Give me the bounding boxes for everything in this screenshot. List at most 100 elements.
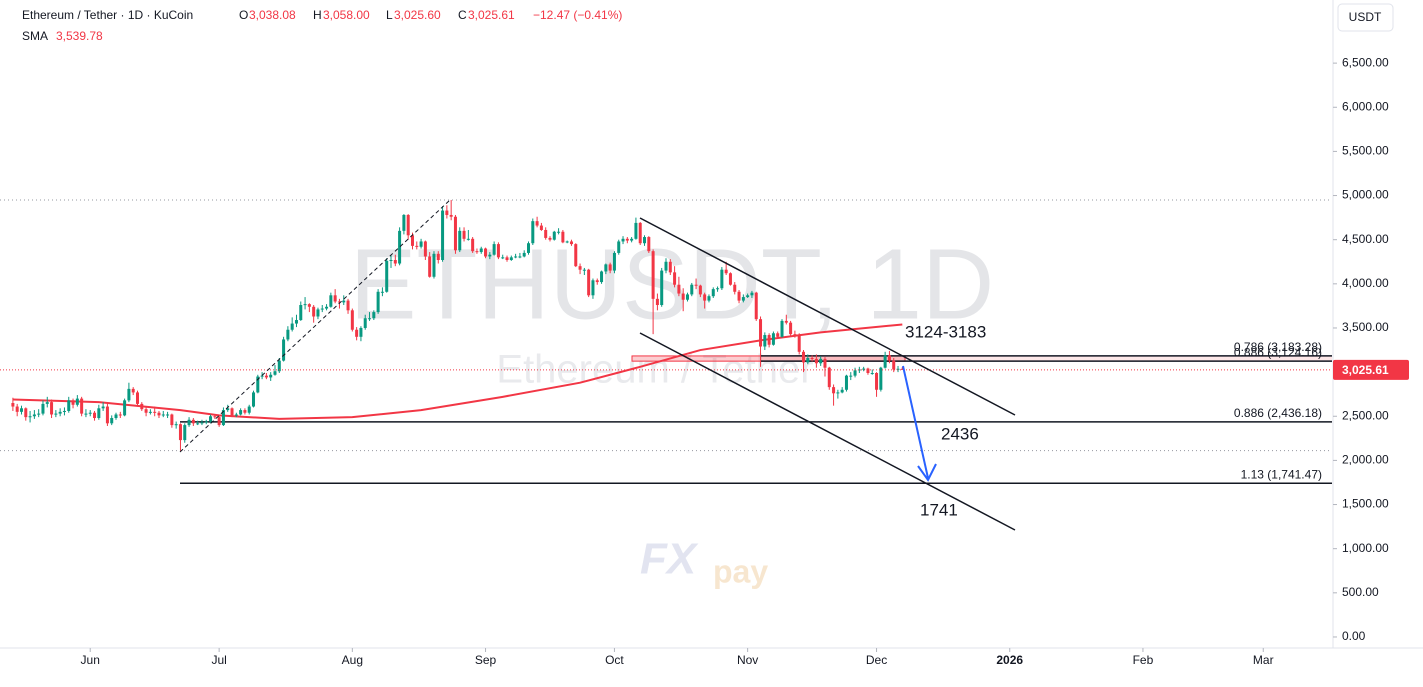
candle-body bbox=[643, 237, 647, 244]
candle-body bbox=[737, 291, 741, 301]
candle-body bbox=[299, 305, 303, 321]
level-zone bbox=[760, 355, 1332, 362]
candle-body bbox=[793, 334, 797, 336]
candle-body bbox=[604, 264, 608, 272]
candle-body bbox=[368, 318, 372, 320]
candle-body bbox=[780, 320, 784, 337]
candle-body bbox=[174, 424, 178, 426]
candle-body bbox=[161, 414, 165, 416]
candle-body bbox=[574, 244, 578, 267]
candle-body bbox=[651, 251, 655, 299]
open: 3,038.08 bbox=[249, 8, 296, 22]
x-tick-label: 2026 bbox=[996, 653, 1023, 667]
candle-body bbox=[105, 406, 109, 424]
candle-body bbox=[759, 319, 763, 347]
candle-body bbox=[716, 288, 720, 290]
candle-body bbox=[471, 238, 475, 252]
plot: 0.786 (3,183.28)0.886 (3,124.16) 0.886 (2… bbox=[0, 199, 1332, 484]
candle-body bbox=[127, 388, 131, 401]
y-tick-label: 0.00 bbox=[1342, 629, 1366, 643]
candle-body bbox=[857, 369, 861, 371]
y-tick-label: 2,500.00 bbox=[1342, 408, 1389, 422]
candle-body bbox=[101, 406, 105, 409]
annotation: 3124-3183 bbox=[905, 322, 986, 341]
candle-body bbox=[333, 295, 337, 302]
candle-body bbox=[746, 295, 750, 298]
candle-body bbox=[552, 231, 556, 240]
candle-body bbox=[707, 296, 711, 301]
candle-body bbox=[832, 387, 836, 394]
y-tick-label: 6,500.00 bbox=[1342, 55, 1389, 69]
candle-body bbox=[784, 320, 788, 323]
candle-body bbox=[140, 403, 144, 410]
candle-body bbox=[234, 414, 238, 416]
candle-body bbox=[724, 269, 728, 274]
candle-body bbox=[522, 252, 526, 257]
candle-body bbox=[355, 329, 359, 337]
candle-body bbox=[325, 306, 329, 309]
candle-body bbox=[844, 375, 848, 390]
price-tag-label: 3,025.61 bbox=[1342, 363, 1389, 377]
candle-body bbox=[337, 301, 341, 303]
candle-body bbox=[93, 412, 97, 419]
x-tick-label: Jun bbox=[81, 653, 100, 667]
logo-fx: FX bbox=[640, 535, 699, 584]
candle-body bbox=[849, 375, 853, 377]
candle-body bbox=[41, 403, 45, 414]
candle-body bbox=[256, 376, 260, 393]
candle-body bbox=[514, 256, 518, 258]
x-tick-label: Sep bbox=[475, 653, 497, 667]
low-label: L bbox=[386, 8, 393, 22]
dashed-trend bbox=[179, 199, 451, 453]
price-tag bbox=[1333, 359, 1409, 380]
candle-body bbox=[896, 368, 900, 370]
currency-button[interactable] bbox=[1337, 3, 1394, 32]
candle-body bbox=[273, 371, 277, 375]
candle-body bbox=[466, 238, 470, 240]
candle-body bbox=[526, 243, 531, 253]
y-tick-label: 4,000.00 bbox=[1342, 276, 1389, 290]
candle-body bbox=[187, 419, 191, 426]
candle-body bbox=[484, 248, 488, 257]
candle-body bbox=[836, 392, 840, 394]
arrow bbox=[902, 365, 929, 479]
drawings: 3124-3183 2436 1741 bbox=[179, 199, 1016, 531]
candle-body bbox=[62, 410, 66, 412]
currency[interactable]: USDT bbox=[1349, 10, 1382, 24]
candle-body bbox=[239, 410, 243, 415]
candle-body bbox=[819, 358, 823, 364]
y-tick-label: 4,500.00 bbox=[1342, 232, 1389, 246]
candle-body bbox=[80, 398, 84, 414]
candle-body bbox=[303, 304, 307, 306]
sma-label: SMA bbox=[22, 29, 48, 43]
candle-body bbox=[892, 360, 896, 370]
candle-body bbox=[45, 402, 49, 404]
candle-body bbox=[415, 245, 419, 247]
candle-body bbox=[612, 252, 616, 271]
arrow-head bbox=[917, 463, 937, 482]
y-tick-label: 1,000.00 bbox=[1342, 541, 1389, 555]
candle-body bbox=[32, 414, 36, 417]
candle-body bbox=[733, 284, 737, 292]
logo-pay: pay bbox=[713, 553, 768, 589]
candle-body bbox=[269, 374, 273, 378]
candle-body bbox=[776, 333, 780, 337]
candle-body bbox=[148, 411, 152, 413]
candle-body bbox=[277, 360, 281, 372]
candle-body bbox=[578, 266, 582, 270]
candle-body bbox=[501, 257, 505, 259]
candle-body bbox=[221, 410, 225, 426]
candle-body bbox=[870, 372, 874, 374]
candle-body bbox=[11, 403, 15, 407]
candle-body bbox=[539, 225, 543, 230]
candle-body bbox=[312, 306, 316, 317]
candle-body bbox=[569, 241, 573, 245]
y-tick-label: 1,500.00 bbox=[1342, 497, 1389, 511]
candle-body bbox=[479, 248, 483, 253]
candle-body bbox=[488, 254, 492, 257]
candle-body bbox=[720, 269, 724, 289]
candle-body bbox=[432, 253, 436, 277]
symbol: Ethereum / Tether · 1D · KuCoin bbox=[22, 8, 193, 22]
candle-body bbox=[209, 416, 213, 422]
